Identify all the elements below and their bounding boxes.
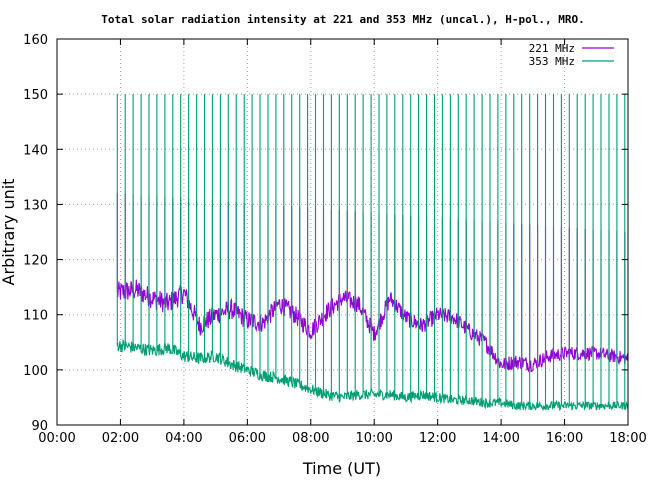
grid-layer [57,39,628,425]
x-tick-label: 02:00 [102,431,139,446]
y-tick-label: 160 [23,33,48,48]
y-tick-label: 140 [23,143,48,158]
x-tick-label: 06:00 [229,431,266,446]
y-axis-label: Arbitrary unit [0,179,18,286]
y-tick-label: 130 [23,198,48,213]
chart-title: Total solar radiation intensity at 221 a… [101,13,584,26]
plot-frame [56,38,629,426]
x-tick-label: 16:00 [546,431,583,446]
x-tick-label: 08:00 [292,431,329,446]
x-tick-label: 14:00 [482,431,519,446]
y-tick-label: 90 [31,419,48,434]
x-tick-label: 12:00 [419,431,456,446]
y-tick-label: 150 [23,88,48,103]
series-line [116,94,629,412]
series-layer [116,94,629,412]
x-tick-label: 18:00 [609,431,646,446]
y-tick-label: 120 [23,254,48,269]
x-axis-label: Time (UT) [302,459,381,478]
x-tick-label: 04:00 [165,431,202,446]
series-line [116,193,629,373]
legend-label: 221 MHz [529,42,575,55]
x-tick-label: 00:00 [38,431,75,446]
axis-layer: 00:00 02:00 04:00 06:00 08:00 10:00 12:00 14:00… [23,33,647,446]
legend-label: 353 MHz [529,55,575,68]
y-tick-label: 110 [23,309,48,324]
x-tick-label: 10:00 [355,431,392,446]
y-tick-label: 100 [23,364,48,379]
